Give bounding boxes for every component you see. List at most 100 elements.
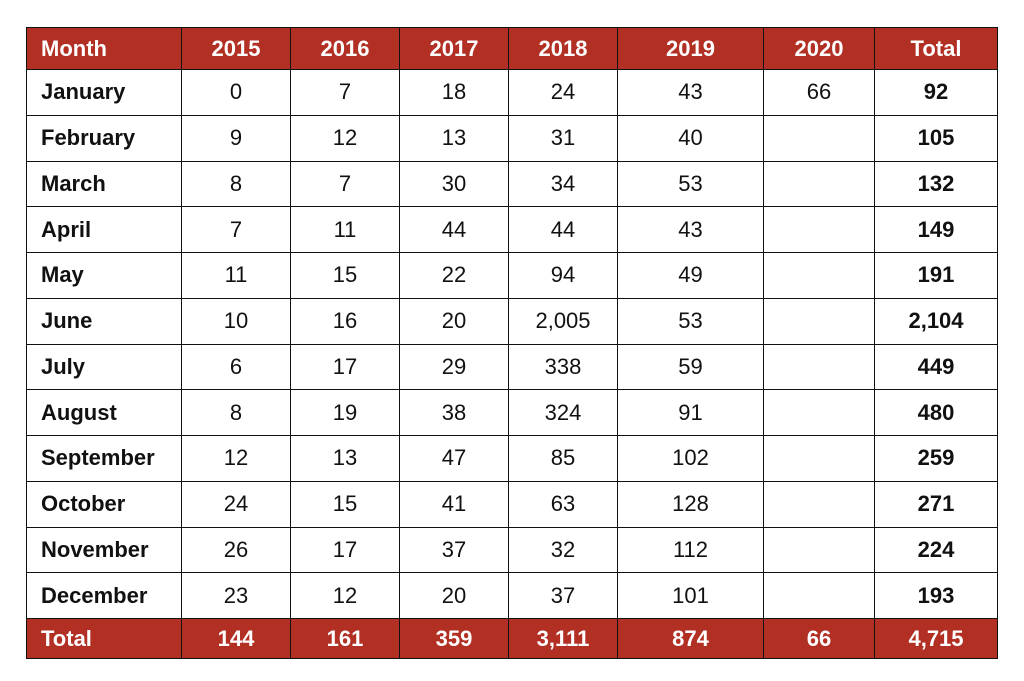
value-cell: 32	[508, 526, 618, 574]
value-cell: 6	[181, 343, 291, 391]
value-cell	[763, 572, 875, 619]
month-cell: January	[26, 69, 182, 116]
value-cell: 324	[508, 389, 618, 436]
table-row: April 7 11 44 44 43 149	[26, 206, 998, 253]
value-cell: 53	[617, 297, 764, 345]
value-cell: 49	[617, 252, 764, 299]
table-row: November 26 17 37 32 112 224	[26, 526, 998, 574]
value-cell: 26	[181, 526, 291, 574]
totals-row: Total 144 161 359 3,111 874 66 4,715	[26, 618, 998, 659]
value-cell: 15	[290, 252, 400, 299]
value-cell: 29	[399, 343, 509, 391]
value-cell: 17	[290, 526, 400, 574]
column-total-cell: 66	[763, 618, 875, 659]
row-total-cell: 449	[874, 343, 998, 391]
value-cell: 18	[399, 69, 509, 116]
table-row: July 6 17 29 338 59 449	[26, 343, 998, 391]
month-cell: September	[26, 435, 182, 482]
value-cell: 13	[399, 114, 509, 162]
value-cell: 2,005	[508, 297, 618, 345]
row-total-cell: 271	[874, 480, 998, 528]
value-cell	[763, 252, 875, 299]
value-cell: 24	[508, 69, 618, 116]
month-cell: December	[26, 572, 182, 619]
month-cell: November	[26, 526, 182, 574]
column-header-2019: 2019	[617, 27, 764, 70]
value-cell	[763, 480, 875, 528]
row-total-cell: 105	[874, 114, 998, 162]
value-cell: 11	[290, 206, 400, 253]
value-cell: 59	[617, 343, 764, 391]
table-row: August 8 19 38 324 91 480	[26, 389, 998, 436]
value-cell: 15	[290, 480, 400, 528]
value-cell	[763, 206, 875, 253]
column-header-2015: 2015	[181, 27, 291, 70]
value-cell: 19	[290, 389, 400, 436]
value-cell	[763, 343, 875, 391]
value-cell: 9	[181, 114, 291, 162]
value-cell: 128	[617, 480, 764, 528]
value-cell: 85	[508, 435, 618, 482]
table-row: May 11 15 22 94 49 191	[26, 252, 998, 299]
row-total-cell: 191	[874, 252, 998, 299]
value-cell: 43	[617, 206, 764, 253]
value-cell: 30	[399, 160, 509, 208]
table-row: June 10 16 20 2,005 53 2,104	[26, 297, 998, 345]
value-cell: 91	[617, 389, 764, 436]
row-total-cell: 132	[874, 160, 998, 208]
value-cell: 13	[290, 435, 400, 482]
column-header-2017: 2017	[399, 27, 509, 70]
monthly-data-table: Month 2015 2016 2017 2018 2019 2020 Total Janua…	[26, 27, 998, 659]
value-cell: 8	[181, 389, 291, 436]
table-row: September 12 13 47 85 102 259	[26, 435, 998, 482]
row-total-cell: 92	[874, 69, 998, 116]
value-cell: 63	[508, 480, 618, 528]
month-cell: February	[26, 114, 182, 162]
table-row: March 8 7 30 34 53 132	[26, 160, 998, 208]
value-cell	[763, 160, 875, 208]
value-cell: 8	[181, 160, 291, 208]
month-cell: March	[26, 160, 182, 208]
value-cell: 10	[181, 297, 291, 345]
value-cell: 41	[399, 480, 509, 528]
value-cell: 12	[181, 435, 291, 482]
column-total-cell: 359	[399, 618, 509, 659]
table-header: Month 2015 2016 2017 2018 2019 2020 Total	[26, 27, 998, 70]
value-cell: 24	[181, 480, 291, 528]
value-cell	[763, 114, 875, 162]
value-cell: 44	[399, 206, 509, 253]
row-total-cell: 2,104	[874, 297, 998, 345]
row-total-cell: 193	[874, 572, 998, 619]
value-cell: 101	[617, 572, 764, 619]
month-cell: August	[26, 389, 182, 436]
table-footer: Total 144 161 359 3,111 874 66 4,715	[26, 618, 998, 659]
column-total-cell: 161	[290, 618, 400, 659]
value-cell	[763, 526, 875, 574]
month-cell: April	[26, 206, 182, 253]
value-cell: 12	[290, 572, 400, 619]
value-cell: 0	[181, 69, 291, 116]
value-cell: 66	[763, 69, 875, 116]
month-cell: October	[26, 480, 182, 528]
row-total-cell: 259	[874, 435, 998, 482]
value-cell: 7	[290, 160, 400, 208]
value-cell: 7	[181, 206, 291, 253]
column-header-2016: 2016	[290, 27, 400, 70]
value-cell: 17	[290, 343, 400, 391]
value-cell: 34	[508, 160, 618, 208]
value-cell: 16	[290, 297, 400, 345]
column-header-2020: 2020	[763, 27, 875, 70]
value-cell	[763, 297, 875, 345]
value-cell: 37	[399, 526, 509, 574]
value-cell: 94	[508, 252, 618, 299]
table-body: January 0 7 18 24 43 66 92 February 9 12 13 31 40 105 M…	[26, 69, 998, 619]
row-total-cell: 224	[874, 526, 998, 574]
column-header-month: Month	[26, 27, 182, 70]
column-total-cell: 3,111	[508, 618, 618, 659]
value-cell: 37	[508, 572, 618, 619]
month-cell: June	[26, 297, 182, 345]
value-cell: 44	[508, 206, 618, 253]
value-cell: 23	[181, 572, 291, 619]
month-cell: July	[26, 343, 182, 391]
value-cell: 53	[617, 160, 764, 208]
